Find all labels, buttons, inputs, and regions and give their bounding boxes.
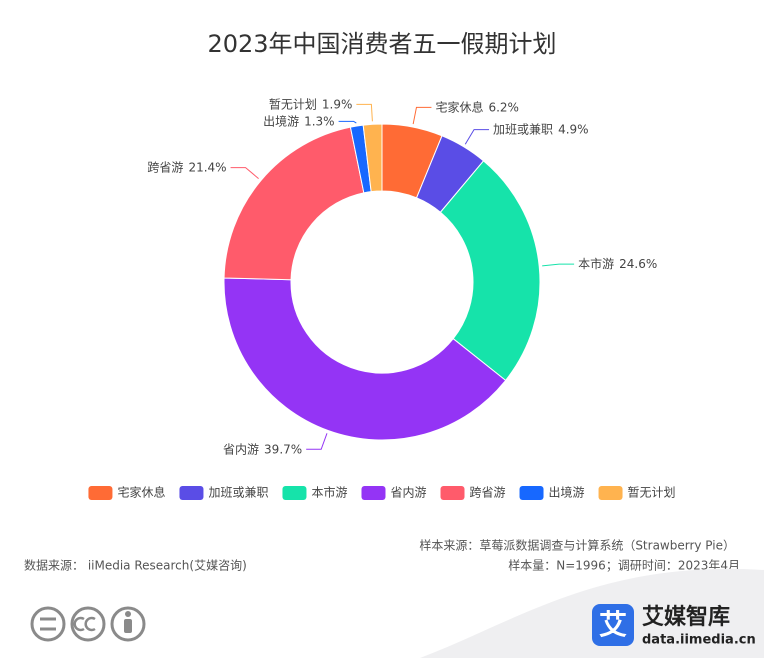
donut-chart: 宅家休息 6.2% 加班或兼职 4.9% 本市游 24.6% 省内游 39.7% 跨省游 21.4… — [147, 97, 657, 456]
legend-label: 加班或兼职 — [208, 486, 268, 500]
data-label: 本市游 24.6% — [578, 256, 657, 271]
label-category: 宅家休息 — [435, 99, 483, 114]
leader-line — [230, 167, 259, 179]
legend-item: 省内游 — [361, 486, 427, 500]
legend-label: 省内游 — [390, 486, 426, 500]
legend: 宅家休息 加班或兼职 本市游 省内游 跨省游 出境游 暂无计划 — [88, 485, 676, 500]
leader-line — [356, 103, 373, 122]
data-label: 跨省游 21.4% — [147, 160, 226, 174]
legend-swatch — [361, 486, 386, 500]
data-label: 暂无计划 1.9% — [269, 97, 353, 111]
legend-label: 出境游 — [549, 485, 585, 500]
sample-size: 样本量：N=1996；调研时间：2023年4月 — [508, 558, 740, 573]
chart-title: 2023年中国消费者五一假期计划 — [207, 30, 556, 58]
legend-swatch — [440, 486, 465, 500]
logo-name: 艾媒智库 — [642, 604, 730, 630]
leader-line — [542, 263, 575, 267]
icon-cc — [70, 606, 106, 642]
icon-equal — [30, 606, 66, 642]
sample-source: 样本来源：草莓派数据调查与计算系统（Strawberry Pie） — [419, 538, 735, 553]
donut-slice — [439, 160, 541, 382]
legend-swatch — [282, 486, 307, 500]
label-category: 省内游 — [223, 442, 259, 456]
donut-slice — [223, 126, 365, 281]
logo-icon-text: 艾 — [599, 608, 627, 641]
label-value: 1.3% — [304, 114, 335, 128]
logo-url: data.iimedia.cn — [642, 633, 756, 648]
donut-slice — [362, 123, 383, 193]
legend-label: 跨省游 — [470, 486, 506, 500]
legend-item: 宅家休息 — [88, 485, 165, 500]
label-value: 39.7% — [264, 442, 302, 456]
legend-swatch — [519, 486, 544, 500]
data-label: 宅家休息 6.2% — [435, 99, 519, 114]
legend-item: 跨省游 — [440, 486, 506, 500]
data-label: 加班或兼职 4.9% — [493, 122, 589, 136]
leader-line — [412, 106, 432, 125]
legend-item: 加班或兼职 — [179, 486, 268, 500]
legend-item: 出境游 — [519, 485, 585, 500]
label-value: 4.9% — [558, 122, 589, 136]
label-category: 本市游 — [578, 256, 614, 271]
legend-swatch — [88, 486, 113, 500]
data-label: 出境游 1.3% — [263, 113, 335, 128]
label-category: 出境游 — [263, 113, 299, 128]
data-source: 数据来源： iiMedia Research(艾媒咨询) — [24, 558, 247, 573]
leader-line — [464, 129, 490, 145]
label-category: 暂无计划 — [269, 97, 317, 111]
legend-label: 暂无计划 — [628, 486, 676, 500]
donut-slice — [223, 277, 507, 441]
leader-line — [306, 433, 328, 450]
label-category: 跨省游 — [147, 160, 183, 174]
label-value: 6.2% — [488, 100, 518, 114]
legend-swatch — [598, 486, 623, 500]
leader-line — [338, 120, 357, 124]
data-label: 省内游 39.7% — [223, 442, 302, 456]
icon-person — [110, 606, 146, 642]
legend-item: 本市游 — [282, 485, 347, 500]
cc-icons — [30, 606, 146, 642]
legend-item: 暂无计划 — [598, 486, 676, 500]
legend-label: 本市游 — [311, 485, 347, 500]
label-category: 加班或兼职 — [493, 122, 553, 136]
legend-label: 宅家休息 — [117, 485, 165, 500]
legend-swatch — [179, 486, 204, 500]
logo-icon — [592, 604, 634, 646]
label-value: 24.6% — [619, 257, 657, 271]
label-value: 1.9% — [322, 97, 353, 111]
label-value: 21.4% — [188, 160, 226, 174]
